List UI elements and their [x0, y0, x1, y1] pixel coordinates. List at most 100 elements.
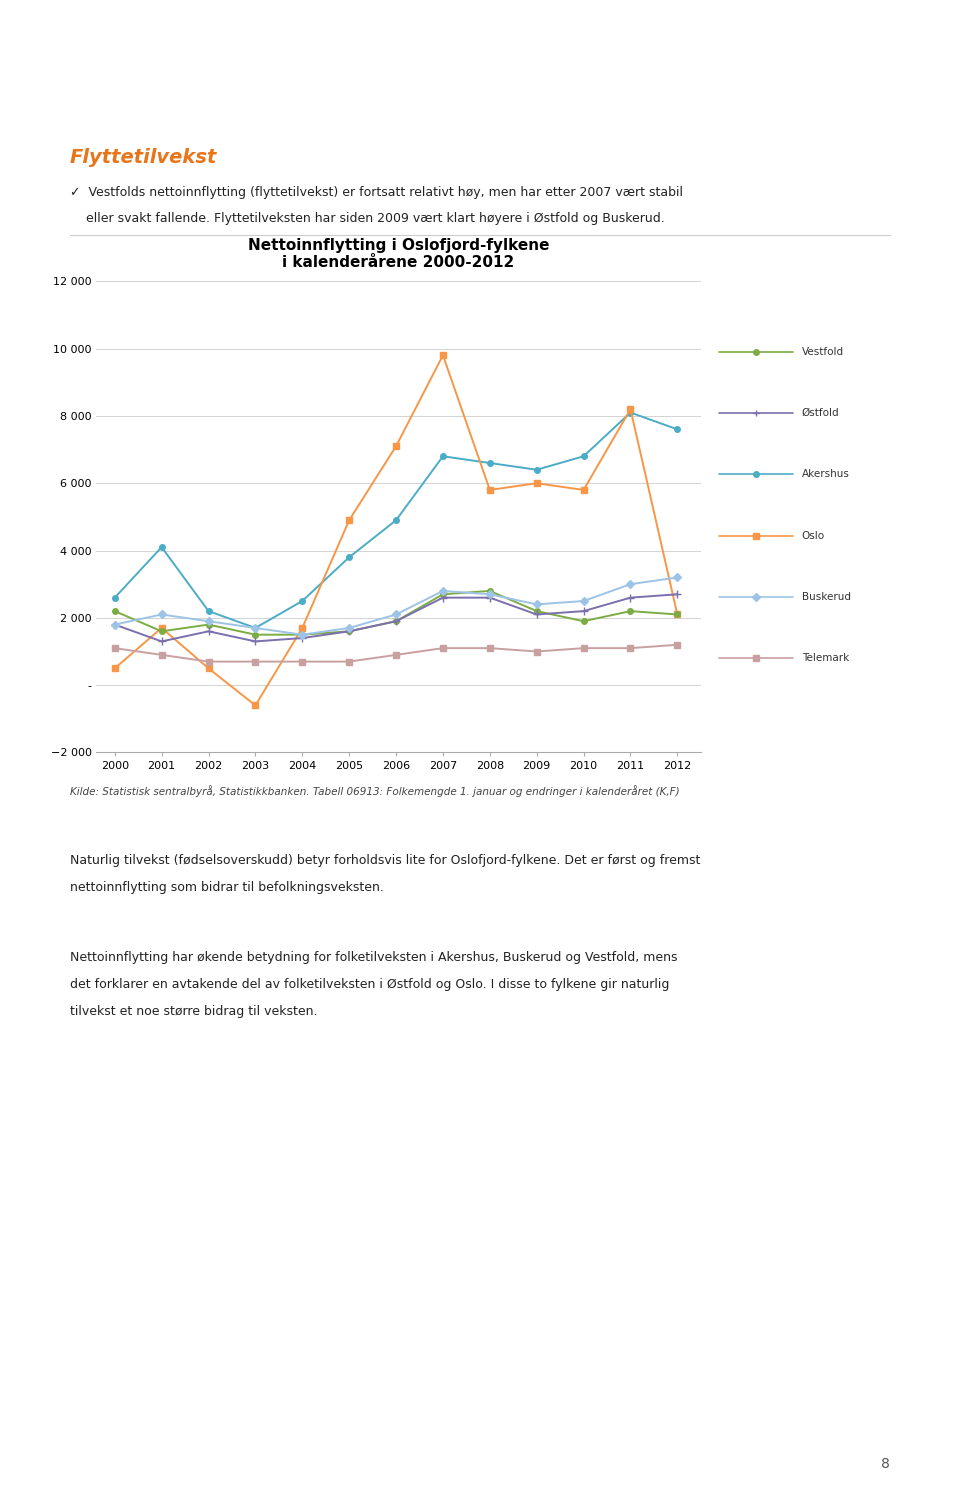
Østfold	[672, 585, 684, 603]
Telemark	[297, 652, 308, 670]
Akershus	[625, 404, 636, 422]
Text: Naturlig tilvekst (fødselsoverskudd) betyr forholdsvis lite for Oslofjord-fylken: Naturlig tilvekst (fødselsoverskudd) bet…	[70, 854, 701, 868]
Buskerud	[109, 616, 121, 634]
Vestfold	[437, 585, 448, 603]
Vestfold	[578, 612, 589, 630]
Oslo	[672, 606, 684, 624]
Buskerud	[297, 625, 308, 643]
Vestfold	[297, 625, 308, 643]
Akershus	[250, 619, 261, 637]
Text: Oslo: Oslo	[802, 531, 825, 540]
Oslo	[625, 399, 636, 417]
Akershus	[578, 447, 589, 465]
Østfold	[391, 612, 402, 630]
Text: 8: 8	[881, 1457, 890, 1471]
Title: Nettoinnflytting i Oslofjord-fylkene
i kalenderårene 2000-2012: Nettoinnflytting i Oslofjord-fylkene i k…	[248, 238, 549, 271]
Text: Nettoinnflytting har økende betydning for folketilveksten i Akershus, Buskerud o: Nettoinnflytting har økende betydning fo…	[70, 951, 678, 965]
Telemark	[531, 643, 542, 661]
Text: det forklarer en avtakende del av folketilveksten i Østfold og Oslo. I disse to : det forklarer en avtakende del av folket…	[70, 978, 669, 992]
Vestfold	[250, 625, 261, 643]
Vestfold	[391, 612, 402, 630]
Telemark	[203, 652, 214, 670]
Østfold	[531, 606, 542, 624]
Text: Flyttetilvekst: Flyttetilvekst	[70, 148, 218, 168]
Telemark	[250, 652, 261, 670]
Telemark	[578, 639, 589, 657]
Text: Buskerud: Buskerud	[802, 592, 851, 601]
Østfold	[484, 588, 495, 607]
Text: Østfold: Østfold	[802, 408, 839, 419]
Buskerud	[250, 619, 261, 637]
Telemark	[484, 639, 495, 657]
Østfold	[156, 633, 167, 651]
Vestfold	[531, 601, 542, 619]
Telemark	[625, 639, 636, 657]
Østfold	[437, 588, 448, 607]
Vestfold	[156, 622, 167, 640]
Telemark	[391, 646, 402, 664]
Line: Telemark: Telemark	[112, 642, 680, 664]
Text: Telemark: Telemark	[802, 654, 849, 663]
Østfold	[578, 601, 589, 619]
Vestfold	[109, 601, 121, 619]
Akershus	[484, 455, 495, 473]
Telemark	[437, 639, 448, 657]
Buskerud	[625, 576, 636, 594]
Buskerud	[391, 606, 402, 624]
Buskerud	[531, 595, 542, 613]
Akershus	[531, 461, 542, 479]
Østfold	[344, 622, 355, 640]
Line: Akershus: Akershus	[112, 410, 680, 631]
Oslo	[250, 697, 261, 715]
Text: Kilde: Statistisk sentralbyrå, Statistikkbanken. Tabell 06913: Folkemengde 1. ja: Kilde: Statistisk sentralbyrå, Statistik…	[70, 785, 680, 797]
Buskerud	[156, 606, 167, 624]
Akershus	[297, 592, 308, 610]
Text: eller svakt fallende. Flyttetilveksten har siden 2009 vært klart høyere i Østfol: eller svakt fallende. Flyttetilveksten h…	[70, 212, 665, 226]
Telemark	[344, 652, 355, 670]
Line: Vestfold: Vestfold	[112, 588, 680, 637]
Line: Buskerud: Buskerud	[112, 574, 680, 637]
Vestfold	[203, 616, 214, 634]
Text: tilvekst et noe større bidrag til veksten.: tilvekst et noe større bidrag til vekste…	[70, 1005, 318, 1019]
Buskerud	[437, 582, 448, 600]
Akershus	[391, 512, 402, 530]
Oslo	[578, 482, 589, 500]
Østfold	[297, 628, 308, 646]
Østfold	[625, 588, 636, 607]
Oslo	[203, 660, 214, 678]
Østfold	[203, 622, 214, 640]
Oslo	[437, 346, 448, 364]
Akershus	[109, 588, 121, 607]
Vestfold	[344, 622, 355, 640]
Oslo	[156, 619, 167, 637]
Oslo	[531, 474, 542, 492]
Akershus	[672, 420, 684, 438]
Telemark	[109, 639, 121, 657]
Text: nettoinnflytting som bidrar til befolkningsveksten.: nettoinnflytting som bidrar til befolkni…	[70, 881, 384, 895]
Buskerud	[578, 592, 589, 610]
Buskerud	[203, 612, 214, 630]
Østfold	[250, 633, 261, 651]
Østfold	[109, 616, 121, 634]
Akershus	[203, 601, 214, 619]
Vestfold	[672, 606, 684, 624]
Line: Oslo: Oslo	[112, 353, 680, 708]
Oslo	[391, 437, 402, 455]
Line: Østfold: Østfold	[110, 589, 682, 646]
Telemark	[156, 646, 167, 664]
Buskerud	[672, 568, 684, 586]
Oslo	[297, 619, 308, 637]
Text: ✓  Vestfolds nettoinnflytting (flyttetilvekst) er fortsatt relativt høy, men har: ✓ Vestfolds nettoinnflytting (flyttetilv…	[70, 186, 684, 199]
Oslo	[109, 660, 121, 678]
Vestfold	[625, 601, 636, 619]
Oslo	[484, 482, 495, 500]
Buskerud	[484, 585, 495, 603]
Text: Akershus: Akershus	[802, 470, 850, 479]
Text: Vestfold: Vestfold	[802, 347, 844, 358]
Telemark	[672, 636, 684, 654]
Buskerud	[344, 619, 355, 637]
Akershus	[156, 539, 167, 557]
Vestfold	[484, 582, 495, 600]
Akershus	[344, 549, 355, 567]
Oslo	[344, 512, 355, 530]
